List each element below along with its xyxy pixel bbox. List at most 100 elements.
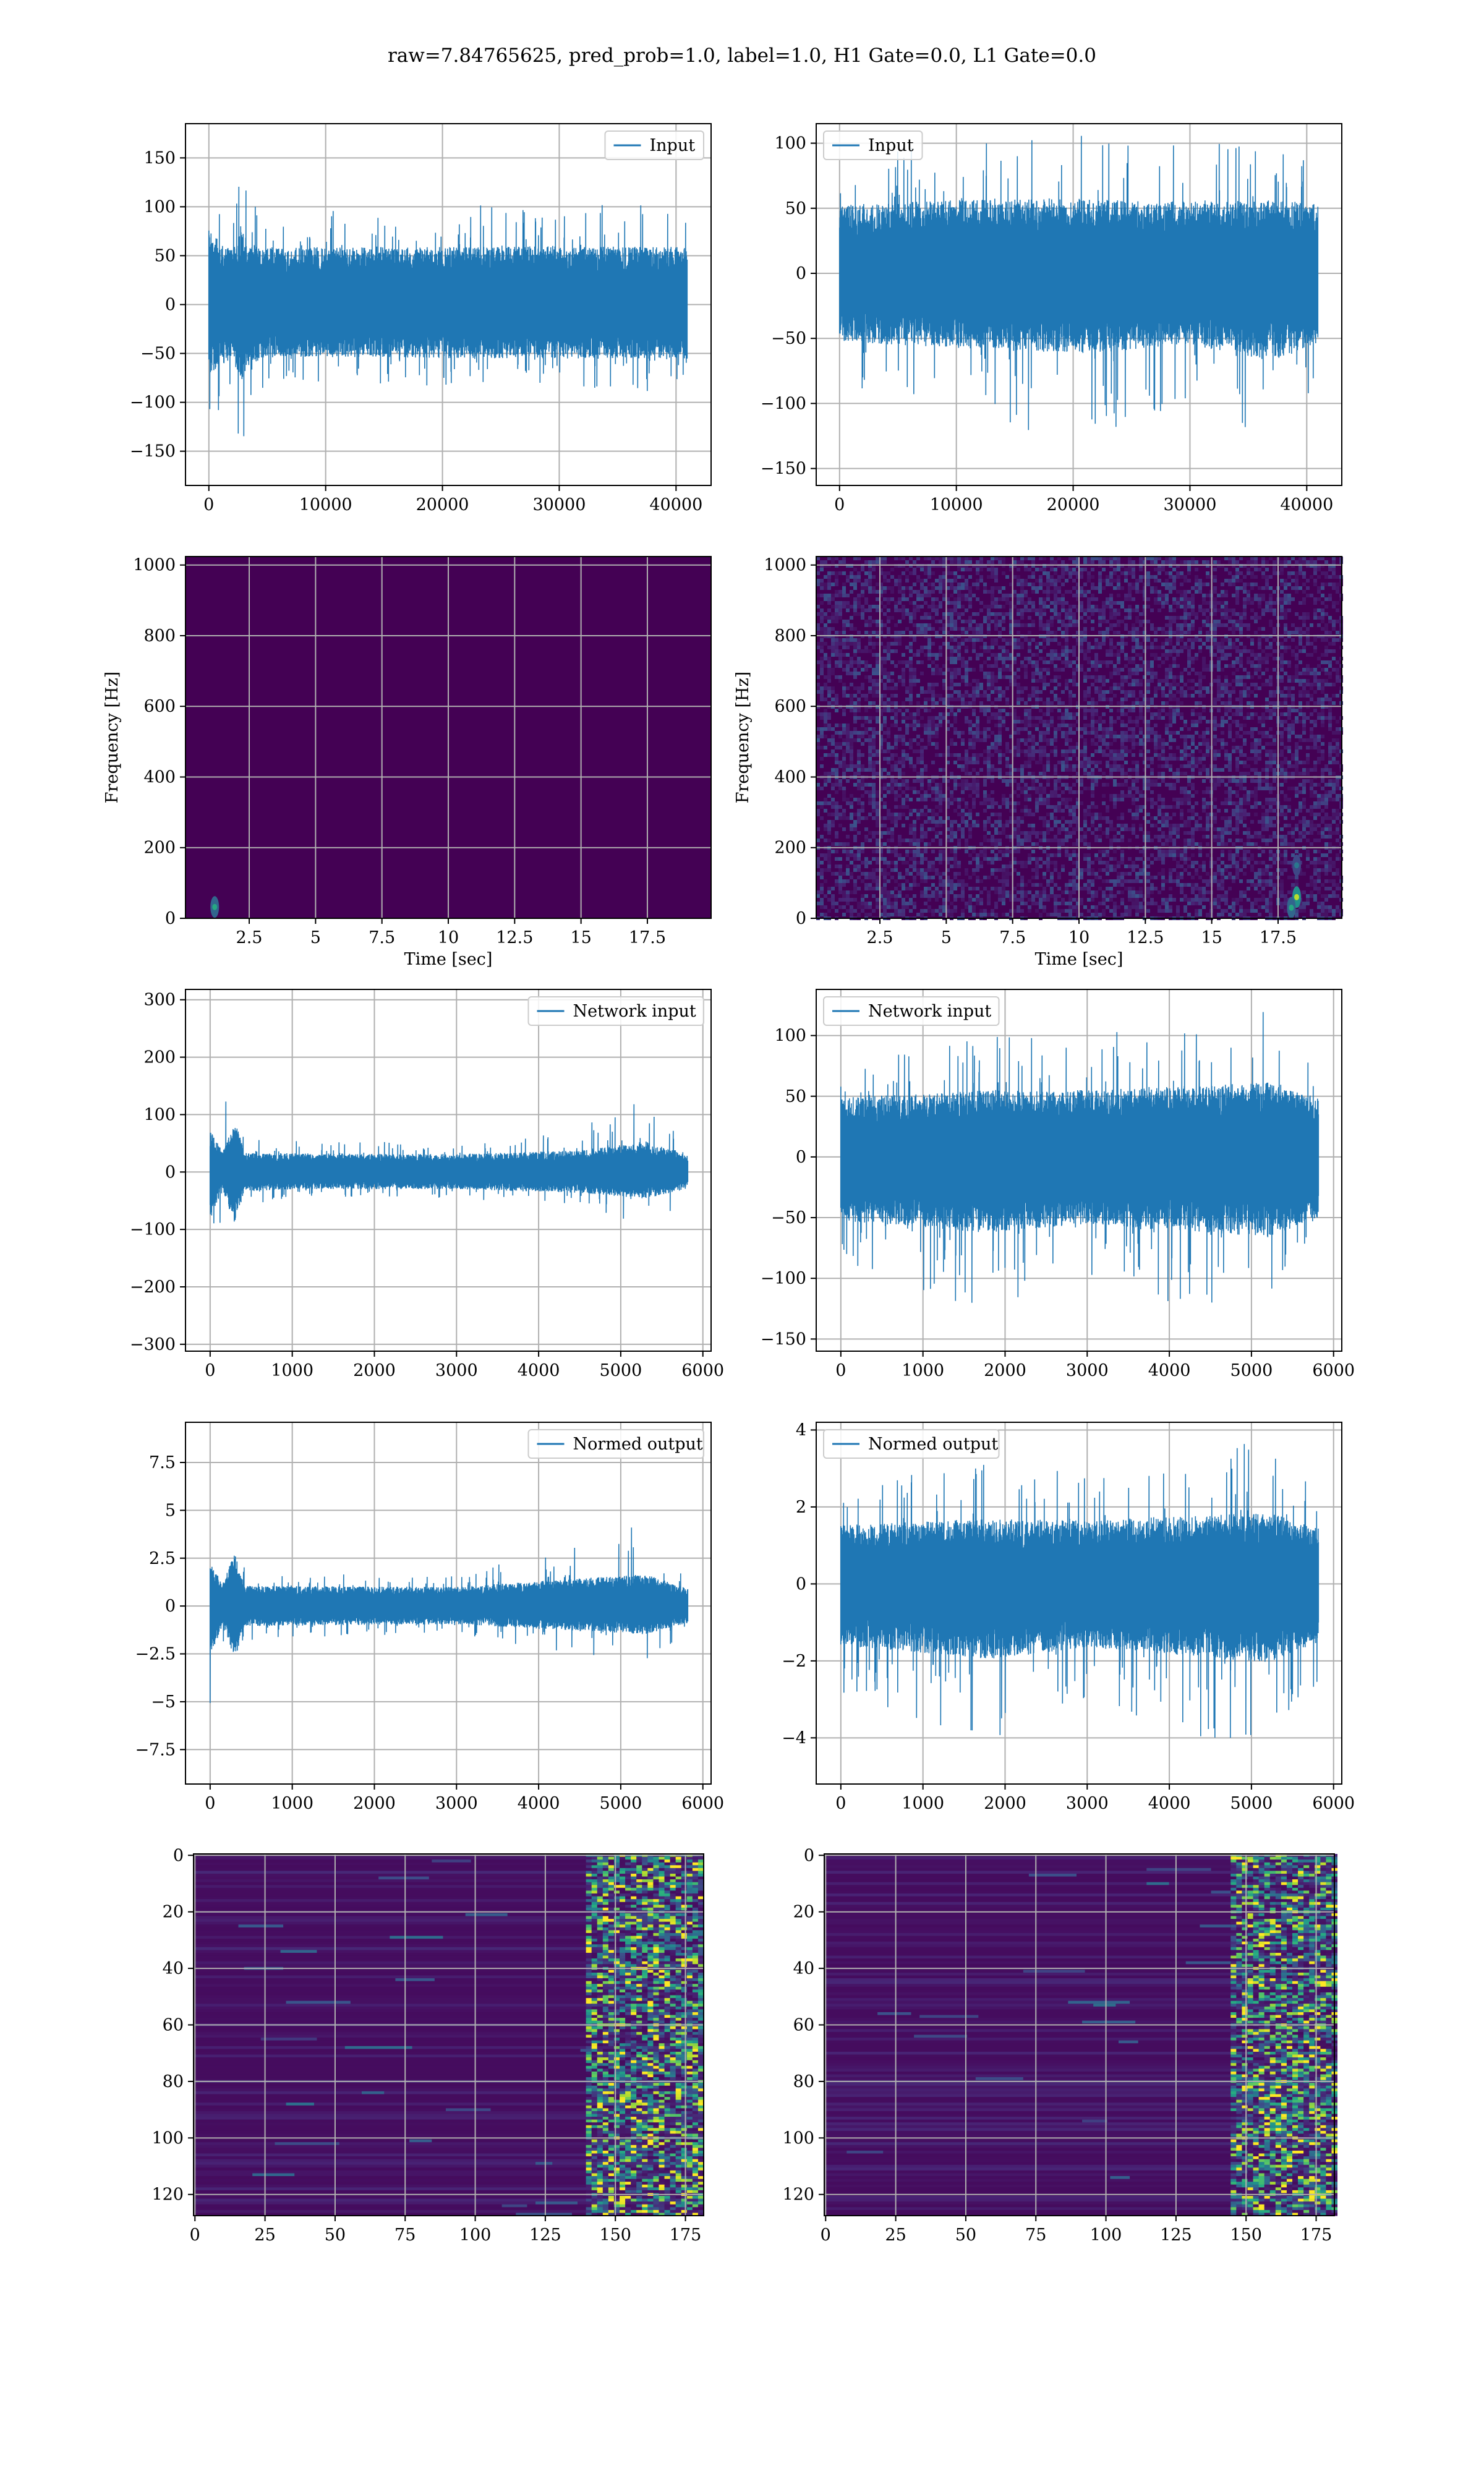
heatmap-cell bbox=[890, 679, 894, 683]
heatmap-cell bbox=[1135, 761, 1139, 764]
heatmap-cell bbox=[835, 783, 838, 787]
heatmap-cell bbox=[902, 757, 905, 761]
heatmap-cell bbox=[1120, 605, 1124, 608]
heatmap-cell bbox=[1102, 727, 1106, 731]
heatmap-cell bbox=[1020, 738, 1024, 742]
heatmap-cell bbox=[894, 753, 898, 757]
heatmap-cell bbox=[1176, 623, 1180, 627]
heatmap-cell bbox=[1191, 608, 1195, 612]
heatmap-cell bbox=[868, 749, 872, 753]
heatmap-cell bbox=[953, 690, 957, 694]
heatmap-cell bbox=[1213, 605, 1217, 608]
heatmap-cell bbox=[850, 709, 853, 712]
heatmap-cell bbox=[1221, 616, 1224, 620]
heatmap-cell bbox=[1269, 594, 1273, 597]
heatmap-cell bbox=[991, 601, 994, 605]
heatmap-cell bbox=[872, 746, 876, 749]
heatmap-cell bbox=[1146, 683, 1150, 686]
heatmap-cell bbox=[1235, 709, 1239, 712]
heatmap-cell bbox=[902, 749, 905, 753]
heatmap-cell bbox=[1161, 679, 1165, 683]
heatmap-cell bbox=[1198, 749, 1202, 753]
heatmap-cell bbox=[872, 742, 876, 746]
heatmap-cell bbox=[1028, 738, 1031, 742]
heatmap-cell bbox=[1002, 605, 1005, 608]
heatmap-cell bbox=[1221, 623, 1224, 627]
figure-suptitle: raw=7.84765625, pred_prob=1.0, label=1.0… bbox=[388, 45, 1096, 67]
heatmap-cell bbox=[965, 649, 968, 653]
heatmap-cell bbox=[831, 646, 835, 649]
heatmap-cell bbox=[972, 779, 976, 783]
heatmap-cell bbox=[838, 742, 842, 746]
heatmap-cell bbox=[1202, 779, 1206, 783]
heatmap-cell bbox=[857, 660, 861, 664]
heatmap-cell bbox=[1117, 583, 1120, 586]
heatmap-cell bbox=[1072, 753, 1076, 757]
heatmap-cell bbox=[1235, 620, 1239, 623]
heatmap-cell bbox=[864, 620, 868, 623]
heatmap-cell bbox=[853, 627, 857, 631]
heatmap-cell bbox=[1128, 583, 1132, 586]
heatmap-cell bbox=[1172, 738, 1176, 742]
heatmap-cell bbox=[1239, 660, 1243, 664]
heatmap-cell bbox=[1124, 746, 1128, 749]
heatmap-cell bbox=[1258, 594, 1261, 597]
heatmap-cell bbox=[1061, 631, 1065, 634]
heatmap-cell bbox=[1139, 742, 1143, 746]
heatmap-cell bbox=[1232, 594, 1235, 597]
heatmap-cell bbox=[1065, 757, 1068, 761]
heatmap-cell bbox=[957, 657, 961, 660]
heatmap-cell bbox=[1336, 761, 1339, 764]
heatmap-cell bbox=[824, 675, 827, 679]
heatmap-cell bbox=[1091, 727, 1094, 731]
heatmap-cell bbox=[957, 683, 961, 686]
heatmap-cell bbox=[853, 605, 857, 608]
heatmap-cell bbox=[1158, 679, 1161, 683]
heatmap-cell bbox=[1050, 608, 1054, 612]
heatmap-cell bbox=[1135, 779, 1139, 783]
heatmap-cell bbox=[1291, 701, 1295, 705]
heatmap-cell bbox=[1061, 560, 1065, 564]
heatmap-cell bbox=[976, 772, 979, 775]
heatmap-cell bbox=[976, 716, 979, 720]
heatmap-cell bbox=[1017, 608, 1020, 612]
heatmap-cell bbox=[976, 657, 979, 660]
heatmap-cell bbox=[1302, 631, 1306, 634]
heatmap-cell bbox=[1120, 634, 1124, 638]
heatmap-cell bbox=[916, 579, 920, 583]
heatmap-cell bbox=[1046, 597, 1050, 601]
heatmap-cell bbox=[1287, 716, 1291, 720]
heatmap-cell bbox=[894, 694, 898, 698]
heatmap-cell bbox=[827, 694, 831, 698]
heatmap-cell bbox=[1013, 679, 1017, 683]
heatmap-cell bbox=[1321, 698, 1324, 701]
heatmap-cell bbox=[1235, 568, 1239, 571]
heatmap-cell bbox=[853, 716, 857, 720]
heatmap-cell bbox=[927, 616, 931, 620]
heatmap-cell bbox=[957, 672, 961, 675]
heatmap-cell bbox=[965, 787, 968, 790]
heatmap-cell bbox=[876, 634, 879, 638]
heatmap-cell bbox=[1172, 575, 1176, 579]
heatmap-cell bbox=[998, 716, 1002, 720]
heatmap-cell bbox=[1313, 738, 1317, 742]
heatmap-cell bbox=[1336, 731, 1339, 735]
heatmap-cell bbox=[1265, 646, 1269, 649]
heatmap-cell bbox=[1254, 568, 1258, 571]
heatmap-cell bbox=[924, 653, 927, 657]
heatmap-cell bbox=[1169, 731, 1172, 735]
heatmap-cell bbox=[920, 768, 924, 772]
heatmap-cell bbox=[1046, 594, 1050, 597]
heatmap-cell bbox=[905, 794, 909, 798]
heatmap-cell bbox=[1321, 627, 1324, 631]
heatmap-cell bbox=[1313, 701, 1317, 705]
heatmap-cell bbox=[1206, 720, 1209, 724]
heatmap-cell bbox=[898, 757, 902, 761]
heatmap-cell bbox=[1061, 608, 1065, 612]
heatmap-cell bbox=[1158, 764, 1161, 768]
heatmap-cell bbox=[1228, 787, 1232, 790]
heatmap-cell bbox=[827, 575, 831, 579]
heatmap-cell bbox=[927, 642, 931, 646]
heatmap-cell bbox=[1083, 694, 1087, 698]
heatmap-cell bbox=[1198, 579, 1202, 583]
